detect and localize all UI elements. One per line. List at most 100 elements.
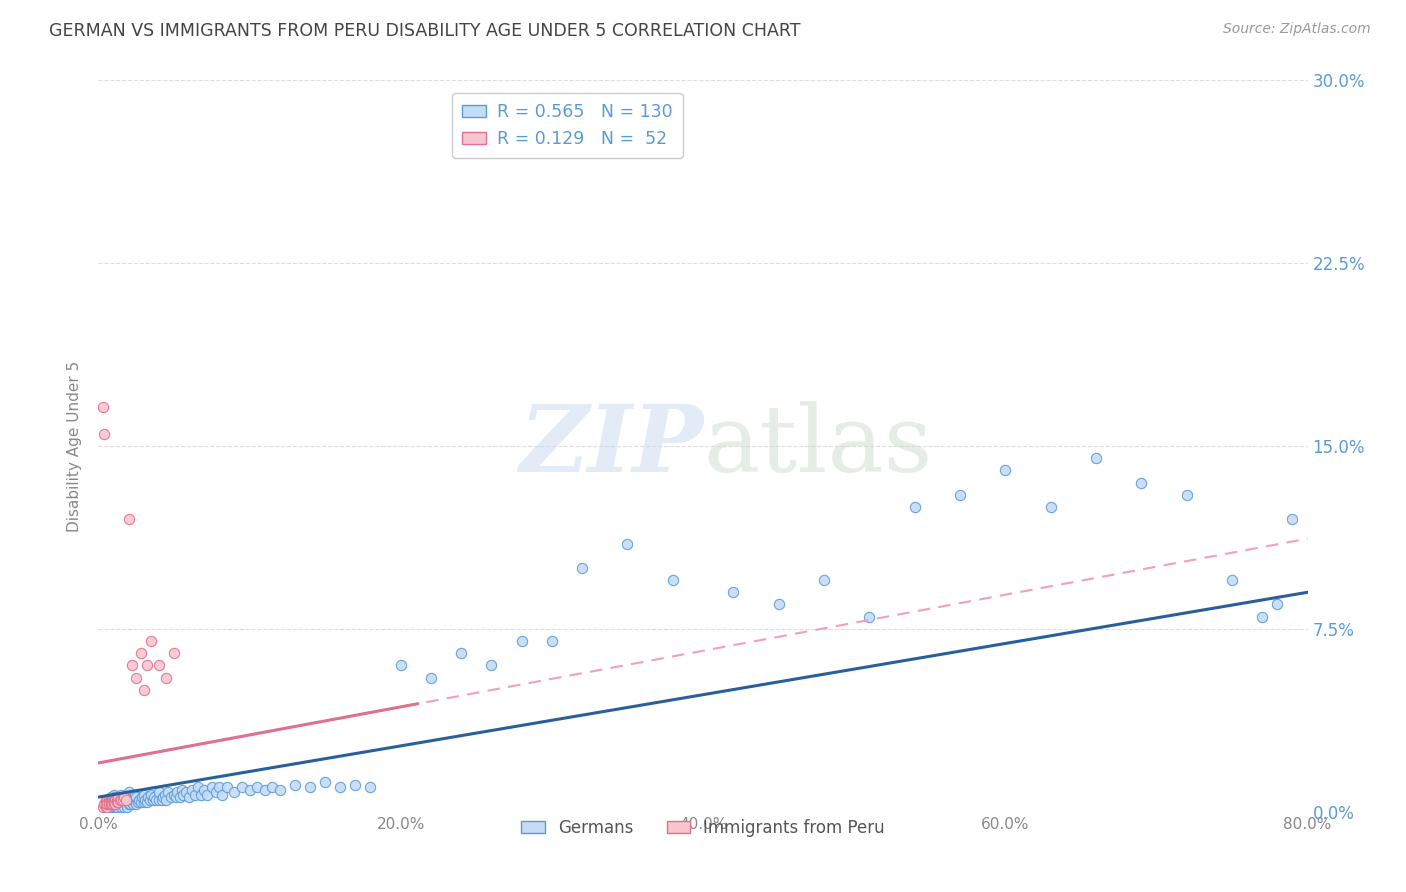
Point: [93, 797, 115, 812]
Point: [231, 780, 253, 795]
Point: [181, 782, 204, 797]
Point: [184, 788, 207, 802]
Point: [108, 792, 131, 806]
Point: [118, 785, 141, 799]
Text: atlas: atlas: [703, 401, 932, 491]
Point: [174, 785, 197, 799]
Point: [98, 800, 121, 814]
Point: [94, 795, 117, 809]
Point: [120, 790, 142, 805]
Point: [1267, 598, 1289, 612]
Point: [93, 426, 115, 441]
Point: [118, 792, 141, 806]
Point: [450, 646, 472, 660]
Point: [481, 658, 503, 673]
Point: [329, 780, 352, 795]
Point: [114, 797, 136, 812]
Point: [1281, 512, 1303, 526]
Point: [105, 792, 128, 806]
Point: [111, 792, 134, 806]
Point: [94, 797, 117, 812]
Point: [135, 795, 157, 809]
Point: [101, 792, 124, 806]
Point: [239, 782, 262, 797]
Point: [187, 780, 209, 795]
Point: [103, 797, 125, 812]
Point: [136, 790, 159, 805]
Point: [1175, 488, 1198, 502]
Point: [129, 646, 152, 660]
Point: [115, 788, 138, 802]
Point: [100, 792, 122, 806]
Point: [141, 788, 163, 802]
Point: [114, 792, 136, 806]
Point: [949, 488, 972, 502]
Point: [110, 792, 132, 806]
Point: [103, 797, 125, 812]
Point: [98, 797, 121, 812]
Point: [96, 795, 118, 809]
Point: [98, 792, 121, 806]
Point: [107, 795, 129, 809]
Point: [723, 585, 745, 599]
Point: [132, 795, 155, 809]
Point: [344, 778, 367, 792]
Point: [148, 785, 170, 799]
Point: [103, 795, 125, 809]
Point: [100, 795, 122, 809]
Point: [104, 792, 127, 806]
Point: [510, 634, 533, 648]
Point: [98, 795, 121, 809]
Point: [1220, 573, 1243, 587]
Point: [104, 795, 127, 809]
Point: [1085, 451, 1108, 466]
Point: [129, 795, 152, 809]
Point: [135, 658, 157, 673]
Point: [124, 788, 146, 802]
Point: [128, 792, 150, 806]
Point: [98, 800, 121, 814]
Point: [100, 790, 122, 805]
Point: [101, 800, 124, 814]
Point: [94, 792, 117, 806]
Point: [205, 785, 228, 799]
Point: [215, 780, 238, 795]
Point: [115, 800, 138, 814]
Text: ZIP: ZIP: [519, 401, 703, 491]
Point: [571, 561, 593, 575]
Point: [179, 790, 201, 805]
Point: [98, 797, 121, 812]
Point: [103, 795, 125, 809]
Point: [1130, 475, 1153, 490]
Point: [904, 500, 927, 514]
Point: [170, 782, 193, 797]
Point: [858, 609, 880, 624]
Point: [105, 797, 128, 812]
Point: [125, 671, 148, 685]
Point: [190, 788, 212, 802]
Point: [153, 788, 176, 802]
Point: [91, 800, 114, 814]
Point: [122, 790, 145, 805]
Point: [103, 792, 125, 806]
Legend: Germans, Immigrants from Peru: Germans, Immigrants from Peru: [515, 813, 891, 844]
Point: [96, 797, 118, 812]
Point: [114, 792, 136, 806]
Point: [111, 797, 134, 812]
Point: [105, 795, 128, 809]
Point: [105, 800, 128, 814]
Point: [118, 512, 141, 526]
Point: [150, 792, 173, 806]
Point: [121, 795, 143, 809]
Point: [108, 792, 131, 806]
Point: [125, 790, 148, 805]
Point: [165, 790, 187, 805]
Point: [813, 573, 835, 587]
Y-axis label: Disability Age Under 5: Disability Age Under 5: [67, 360, 83, 532]
Point: [118, 797, 141, 812]
Point: [131, 790, 153, 805]
Point: [94, 797, 117, 812]
Text: Source: ZipAtlas.com: Source: ZipAtlas.com: [1223, 22, 1371, 37]
Point: [96, 792, 118, 806]
Point: [224, 785, 246, 799]
